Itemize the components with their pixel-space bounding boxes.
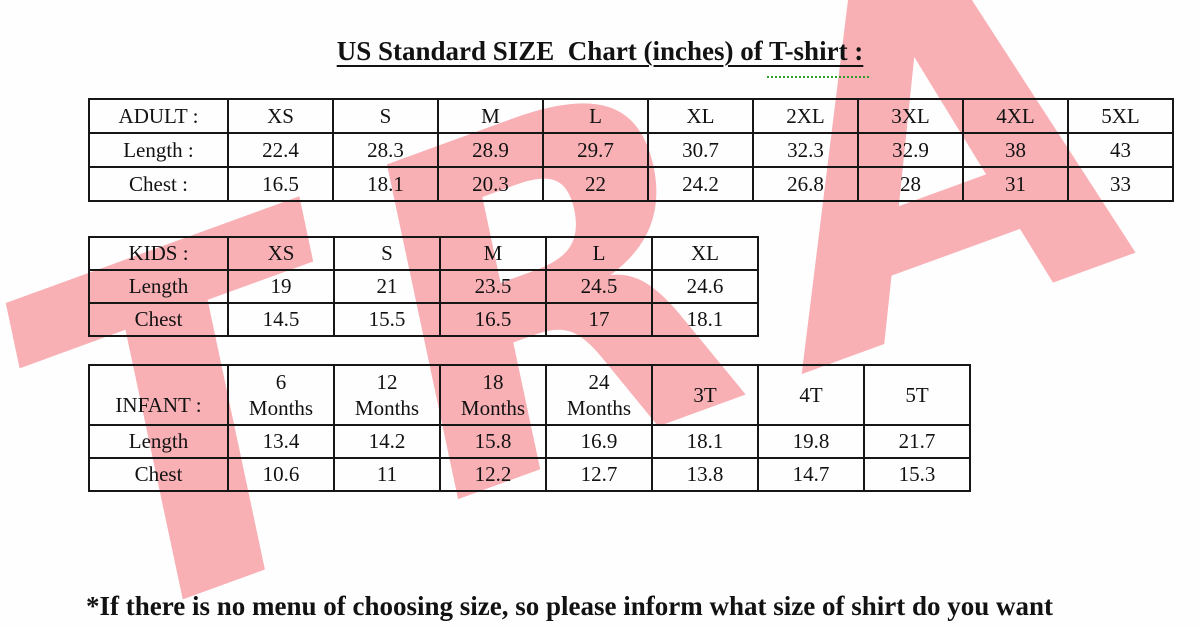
column-header: S xyxy=(332,98,439,134)
column-header: XS xyxy=(227,236,335,271)
value-cell: 17 xyxy=(545,302,653,337)
value-cell: 14.2 xyxy=(333,424,441,459)
value-cell: 19.8 xyxy=(757,424,865,459)
row-label: Chest : xyxy=(88,166,229,202)
value-cell: 13.4 xyxy=(227,424,335,459)
value-cell: 33 xyxy=(1067,166,1174,202)
row-label: Chest xyxy=(88,302,229,337)
table-row: Length 19 21 23.5 24.5 24.6 xyxy=(88,269,759,304)
header-row: KIDS : XS S M L XL xyxy=(88,236,759,271)
value-cell: 18.1 xyxy=(332,166,439,202)
column-header: L xyxy=(542,98,649,134)
value-cell: 15.3 xyxy=(863,457,971,492)
column-header: XL xyxy=(647,98,754,134)
column-header: 12 Months xyxy=(333,364,441,426)
value-cell: 10.6 xyxy=(227,457,335,492)
header-row: ADULT : XS S M L XL 2XL 3XL 4XL 5XL xyxy=(88,98,1174,134)
value-cell: 15.8 xyxy=(439,424,547,459)
infant-size-table: INFANT :6 Months 12 Months 18 Months 24 Mon… xyxy=(88,364,971,492)
value-cell: 24.6 xyxy=(651,269,759,304)
table-label: INFANT : xyxy=(88,364,229,426)
value-cell: 32.3 xyxy=(752,132,859,168)
column-header: 18 Months xyxy=(439,364,547,426)
value-cell: 32.9 xyxy=(857,132,964,168)
value-cell: 15.5 xyxy=(333,302,441,337)
row-label: Chest xyxy=(88,457,229,492)
value-cell: 16.5 xyxy=(439,302,547,337)
value-cell: 20.3 xyxy=(437,166,544,202)
value-cell: 14.5 xyxy=(227,302,335,337)
column-header: 5XL xyxy=(1067,98,1174,134)
table-row: Length 13.4 14.2 15.8 16.9 18.1 19.8 21.7 xyxy=(88,424,971,459)
value-cell: 28.9 xyxy=(437,132,544,168)
column-header: 2XL xyxy=(752,98,859,134)
value-cell: 21 xyxy=(333,269,441,304)
value-cell: 23.5 xyxy=(439,269,547,304)
value-cell: 18.1 xyxy=(651,302,759,337)
value-cell: 12.2 xyxy=(439,457,547,492)
column-header: XS xyxy=(227,98,334,134)
value-cell: 38 xyxy=(962,132,1069,168)
column-header: 6 Months xyxy=(227,364,335,426)
column-header: 4T xyxy=(757,364,865,426)
value-cell: 22 xyxy=(542,166,649,202)
column-header: XL xyxy=(651,236,759,271)
column-header: 4XL xyxy=(962,98,1069,134)
row-label: Length xyxy=(88,269,229,304)
value-cell: 16.5 xyxy=(227,166,334,202)
spellcheck-underline xyxy=(767,74,869,78)
row-label: Length : xyxy=(88,132,229,168)
value-cell: 26.8 xyxy=(752,166,859,202)
table-label: ADULT : xyxy=(88,98,229,134)
value-cell: 29.7 xyxy=(542,132,649,168)
value-cell: 21.7 xyxy=(863,424,971,459)
kids-size-table: KIDS : XS S M L XL Length 19 21 23.5 24.5 24.6 Chest… xyxy=(88,236,759,337)
value-cell: 31 xyxy=(962,166,1069,202)
column-header: 3XL xyxy=(857,98,964,134)
column-header: 3T xyxy=(651,364,759,426)
value-cell: 13.8 xyxy=(651,457,759,492)
table-row: Chest :16.5 18.1 20.3 22 24.2 26.8 28 31 33 xyxy=(88,166,1174,202)
value-cell: 22.4 xyxy=(227,132,334,168)
column-header: M xyxy=(439,236,547,271)
value-cell: 12.7 xyxy=(545,457,653,492)
header-row: INFANT :6 Months 12 Months 18 Months 24 Mon… xyxy=(88,364,971,426)
table-row: Length :22.4 28.3 28.9 29.7 30.7 32.3 32.9 38 43 xyxy=(88,132,1174,168)
column-header: S xyxy=(333,236,441,271)
value-cell: 28 xyxy=(857,166,964,202)
size-note: *If there is no menu of choosing size, s… xyxy=(86,521,1053,627)
table-row: Chest 14.5 15.5 16.5 17 18.1 xyxy=(88,302,759,337)
adult-size-table: ADULT : XS S M L XL 2XL 3XL 4XL 5XL Length :22.4 28… xyxy=(88,98,1174,202)
size-note-line-1: *If there is no menu of choosing size, s… xyxy=(86,591,1053,621)
value-cell: 14.7 xyxy=(757,457,865,492)
column-header: L xyxy=(545,236,653,271)
table-label: KIDS : xyxy=(88,236,229,271)
value-cell: 43 xyxy=(1067,132,1174,168)
value-cell: 16.9 xyxy=(545,424,653,459)
page-title: US Standard SIZE Chart (inches) of T-shi… xyxy=(336,36,864,66)
value-cell: 11 xyxy=(333,457,441,492)
value-cell: 24.2 xyxy=(647,166,754,202)
table-row: Chest 10.6 11 12.2 12.7 13.8 14.7 15.3 xyxy=(88,457,971,492)
row-label: Length xyxy=(88,424,229,459)
value-cell: 30.7 xyxy=(647,132,754,168)
column-header: 24 Months xyxy=(545,364,653,426)
column-header: M xyxy=(437,98,544,134)
column-header: 5T xyxy=(863,364,971,426)
value-cell: 28.3 xyxy=(332,132,439,168)
value-cell: 18.1 xyxy=(651,424,759,459)
value-cell: 24.5 xyxy=(545,269,653,304)
value-cell: 19 xyxy=(227,269,335,304)
